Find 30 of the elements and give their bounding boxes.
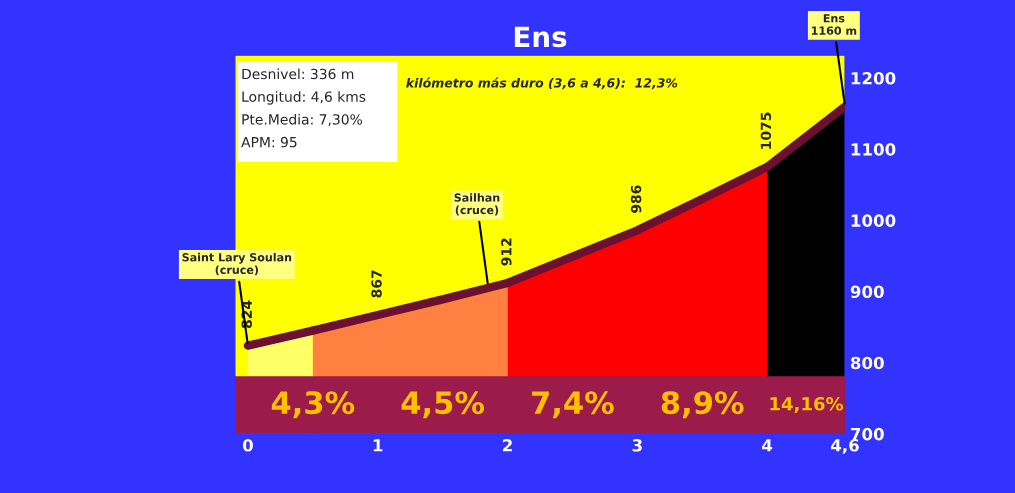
annotation: kilómetro más duro (3,6 a 4,6): 12,3%: [406, 77, 678, 90]
y-tick-label: 700: [850, 427, 884, 441]
x-tick-label: 2: [503, 439, 512, 452]
y-tick-label: 1200: [851, 71, 896, 85]
y-tick-label: 1000: [851, 214, 896, 227]
annotation: Desnivel: 336 m: [242, 68, 354, 80]
annotation: 7,4%: [532, 391, 614, 419]
annotation: 8,9%: [661, 391, 744, 419]
annotation: 4,3%: [271, 391, 355, 419]
x-tick-label: 0: [242, 439, 253, 452]
annotation: Sailhan (cruce): [454, 193, 500, 216]
data-label: 912: [501, 238, 512, 266]
x-tick-label: 4: [762, 439, 773, 452]
annotation: 14,16%: [770, 396, 844, 413]
annotation: Pte.Media: 7,30%: [242, 113, 363, 127]
annotation: 4,5%: [401, 391, 485, 419]
annotation: Longitud: 4,6 kms: [242, 91, 366, 105]
x-tick-label: 1: [373, 439, 383, 452]
x-tick-label: 4,6: [830, 439, 859, 454]
annotation: APM: 95: [241, 136, 297, 148]
chart-title: Ens: [514, 26, 567, 48]
data-label: 1075: [760, 112, 772, 149]
annotation: Ens 1160 m: [811, 14, 857, 35]
y-tick-label: 800: [850, 356, 884, 370]
annotation: Saint Lary Soulan (cruce): [182, 252, 292, 276]
x-tick-label: 3: [632, 439, 642, 452]
data-label: 986: [630, 185, 642, 213]
y-tick-label: 900: [850, 285, 884, 299]
y-tick-label: 1100: [851, 143, 896, 156]
data-label: 867: [371, 270, 382, 298]
